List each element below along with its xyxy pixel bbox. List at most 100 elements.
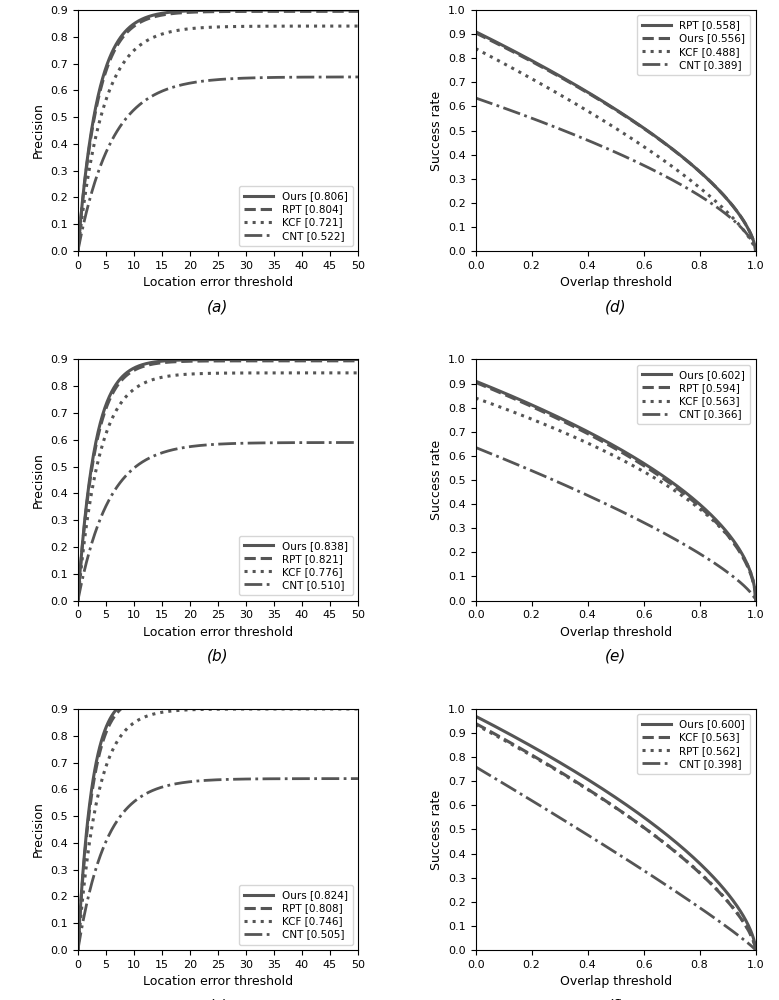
RPT [0.808] [206,690,216,702]
CNT [0.389] [700,193,710,205]
CNT [0.398] [637,864,647,876]
RPT [0.808] [240,690,249,702]
CNT [0.398] [604,842,613,854]
Ours [0.806] [303,4,312,16]
X-axis label: Location error threshold: Location error threshold [143,975,293,988]
KCF [0.776] [73,595,83,607]
KCF [0.721] [225,21,234,33]
CNT [0.398] [751,944,760,956]
Ours [0.838] [354,353,363,365]
CNT [0.505] [303,773,312,785]
CNT [0.389] [604,143,613,155]
KCF [0.746] [73,944,83,956]
Line: RPT [0.558]: RPT [0.558] [475,32,756,251]
Line: Ours [0.602]: Ours [0.602] [475,381,756,601]
RPT [0.821] [347,355,356,367]
RPT [0.562] [744,925,753,937]
RPT [0.821] [206,355,216,367]
KCF [0.563] [700,872,710,884]
CNT [0.389] [605,144,615,156]
Ours [0.600] [637,810,647,822]
Ours [0.806] [73,245,83,257]
KCF [0.563] [622,457,632,469]
RPT [0.804] [347,5,356,17]
Text: (c): (c) [208,998,228,1000]
KCF [0.563] [604,447,613,459]
Line: RPT [0.594]: RPT [0.594] [475,382,756,601]
CNT [0.398] [471,761,480,773]
CNT [0.510] [303,437,312,449]
KCF [0.563] [637,820,647,832]
RPT [0.808] [208,690,217,702]
Ours [0.838] [303,353,312,365]
Line: Ours [0.556]: Ours [0.556] [475,33,756,251]
Legend: Ours [0.602], RPT [0.594], KCF [0.563], CNT [0.366]: Ours [0.602], RPT [0.594], KCF [0.563], … [636,365,750,424]
Ours [0.602] [637,456,647,468]
KCF [0.488] [637,140,647,152]
Ours [0.556] [622,111,632,123]
Legend: Ours [0.838], RPT [0.821], KCF [0.776], CNT [0.510]: Ours [0.838], RPT [0.821], KCF [0.776], … [239,536,353,595]
Ours [0.838] [240,353,249,365]
Ours [0.838] [73,595,83,607]
CNT [0.366] [471,441,480,453]
RPT [0.821] [240,355,249,367]
Line: CNT [0.366]: CNT [0.366] [475,447,756,601]
KCF [0.563] [604,797,613,809]
CNT [0.366] [605,500,615,512]
RPT [0.804] [240,5,249,17]
Ours [0.824] [208,687,217,699]
RPT [0.808] [225,690,234,702]
RPT [0.808] [354,690,363,702]
Ours [0.824] [240,687,249,699]
KCF [0.563] [471,717,480,729]
RPT [0.558] [622,111,632,123]
Ours [0.602] [744,562,753,574]
Ours [0.556] [604,99,613,111]
Y-axis label: Success rate: Success rate [429,789,442,870]
Ours [0.600] [744,921,753,933]
RPT [0.821] [225,355,234,367]
CNT [0.366] [751,595,760,607]
KCF [0.746] [354,703,363,715]
Y-axis label: Precision: Precision [32,103,45,158]
KCF [0.721] [208,21,217,33]
Ours [0.824] [347,687,356,699]
CNT [0.522] [303,71,312,83]
Ours [0.600] [605,788,615,800]
Ours [0.838] [347,353,356,365]
Ours [0.824] [73,944,83,956]
Line: Ours [0.838]: Ours [0.838] [78,359,358,601]
CNT [0.505] [347,773,356,785]
KCF [0.563] [744,562,753,574]
RPT [0.804] [206,6,216,18]
CNT [0.522] [354,71,363,83]
KCF [0.746] [347,703,356,715]
Line: CNT [0.522]: CNT [0.522] [78,77,358,251]
RPT [0.821] [73,595,83,607]
RPT [0.808] [303,690,312,702]
Ours [0.556] [700,171,710,183]
CNT [0.366] [622,508,632,520]
RPT [0.594] [604,439,613,451]
Line: CNT [0.398]: CNT [0.398] [475,767,756,950]
RPT [0.808] [347,690,356,702]
RPT [0.562] [604,797,613,809]
KCF [0.488] [744,231,753,243]
Line: KCF [0.746]: KCF [0.746] [78,709,358,950]
Line: CNT [0.389]: CNT [0.389] [475,98,756,251]
Line: RPT [0.562]: RPT [0.562] [475,725,756,950]
RPT [0.821] [303,355,312,367]
Y-axis label: Precision: Precision [32,802,45,857]
Ours [0.600] [700,863,710,875]
CNT [0.366] [604,499,613,511]
CNT [0.522] [208,74,217,86]
Ours [0.806] [347,4,356,16]
Ours [0.602] [471,375,480,387]
Line: KCF [0.563]: KCF [0.563] [475,398,756,601]
RPT [0.804] [354,5,363,17]
KCF [0.776] [303,367,312,379]
KCF [0.746] [225,703,234,715]
Ours [0.838] [208,354,217,366]
Ours [0.838] [225,354,234,366]
CNT [0.389] [637,159,647,171]
